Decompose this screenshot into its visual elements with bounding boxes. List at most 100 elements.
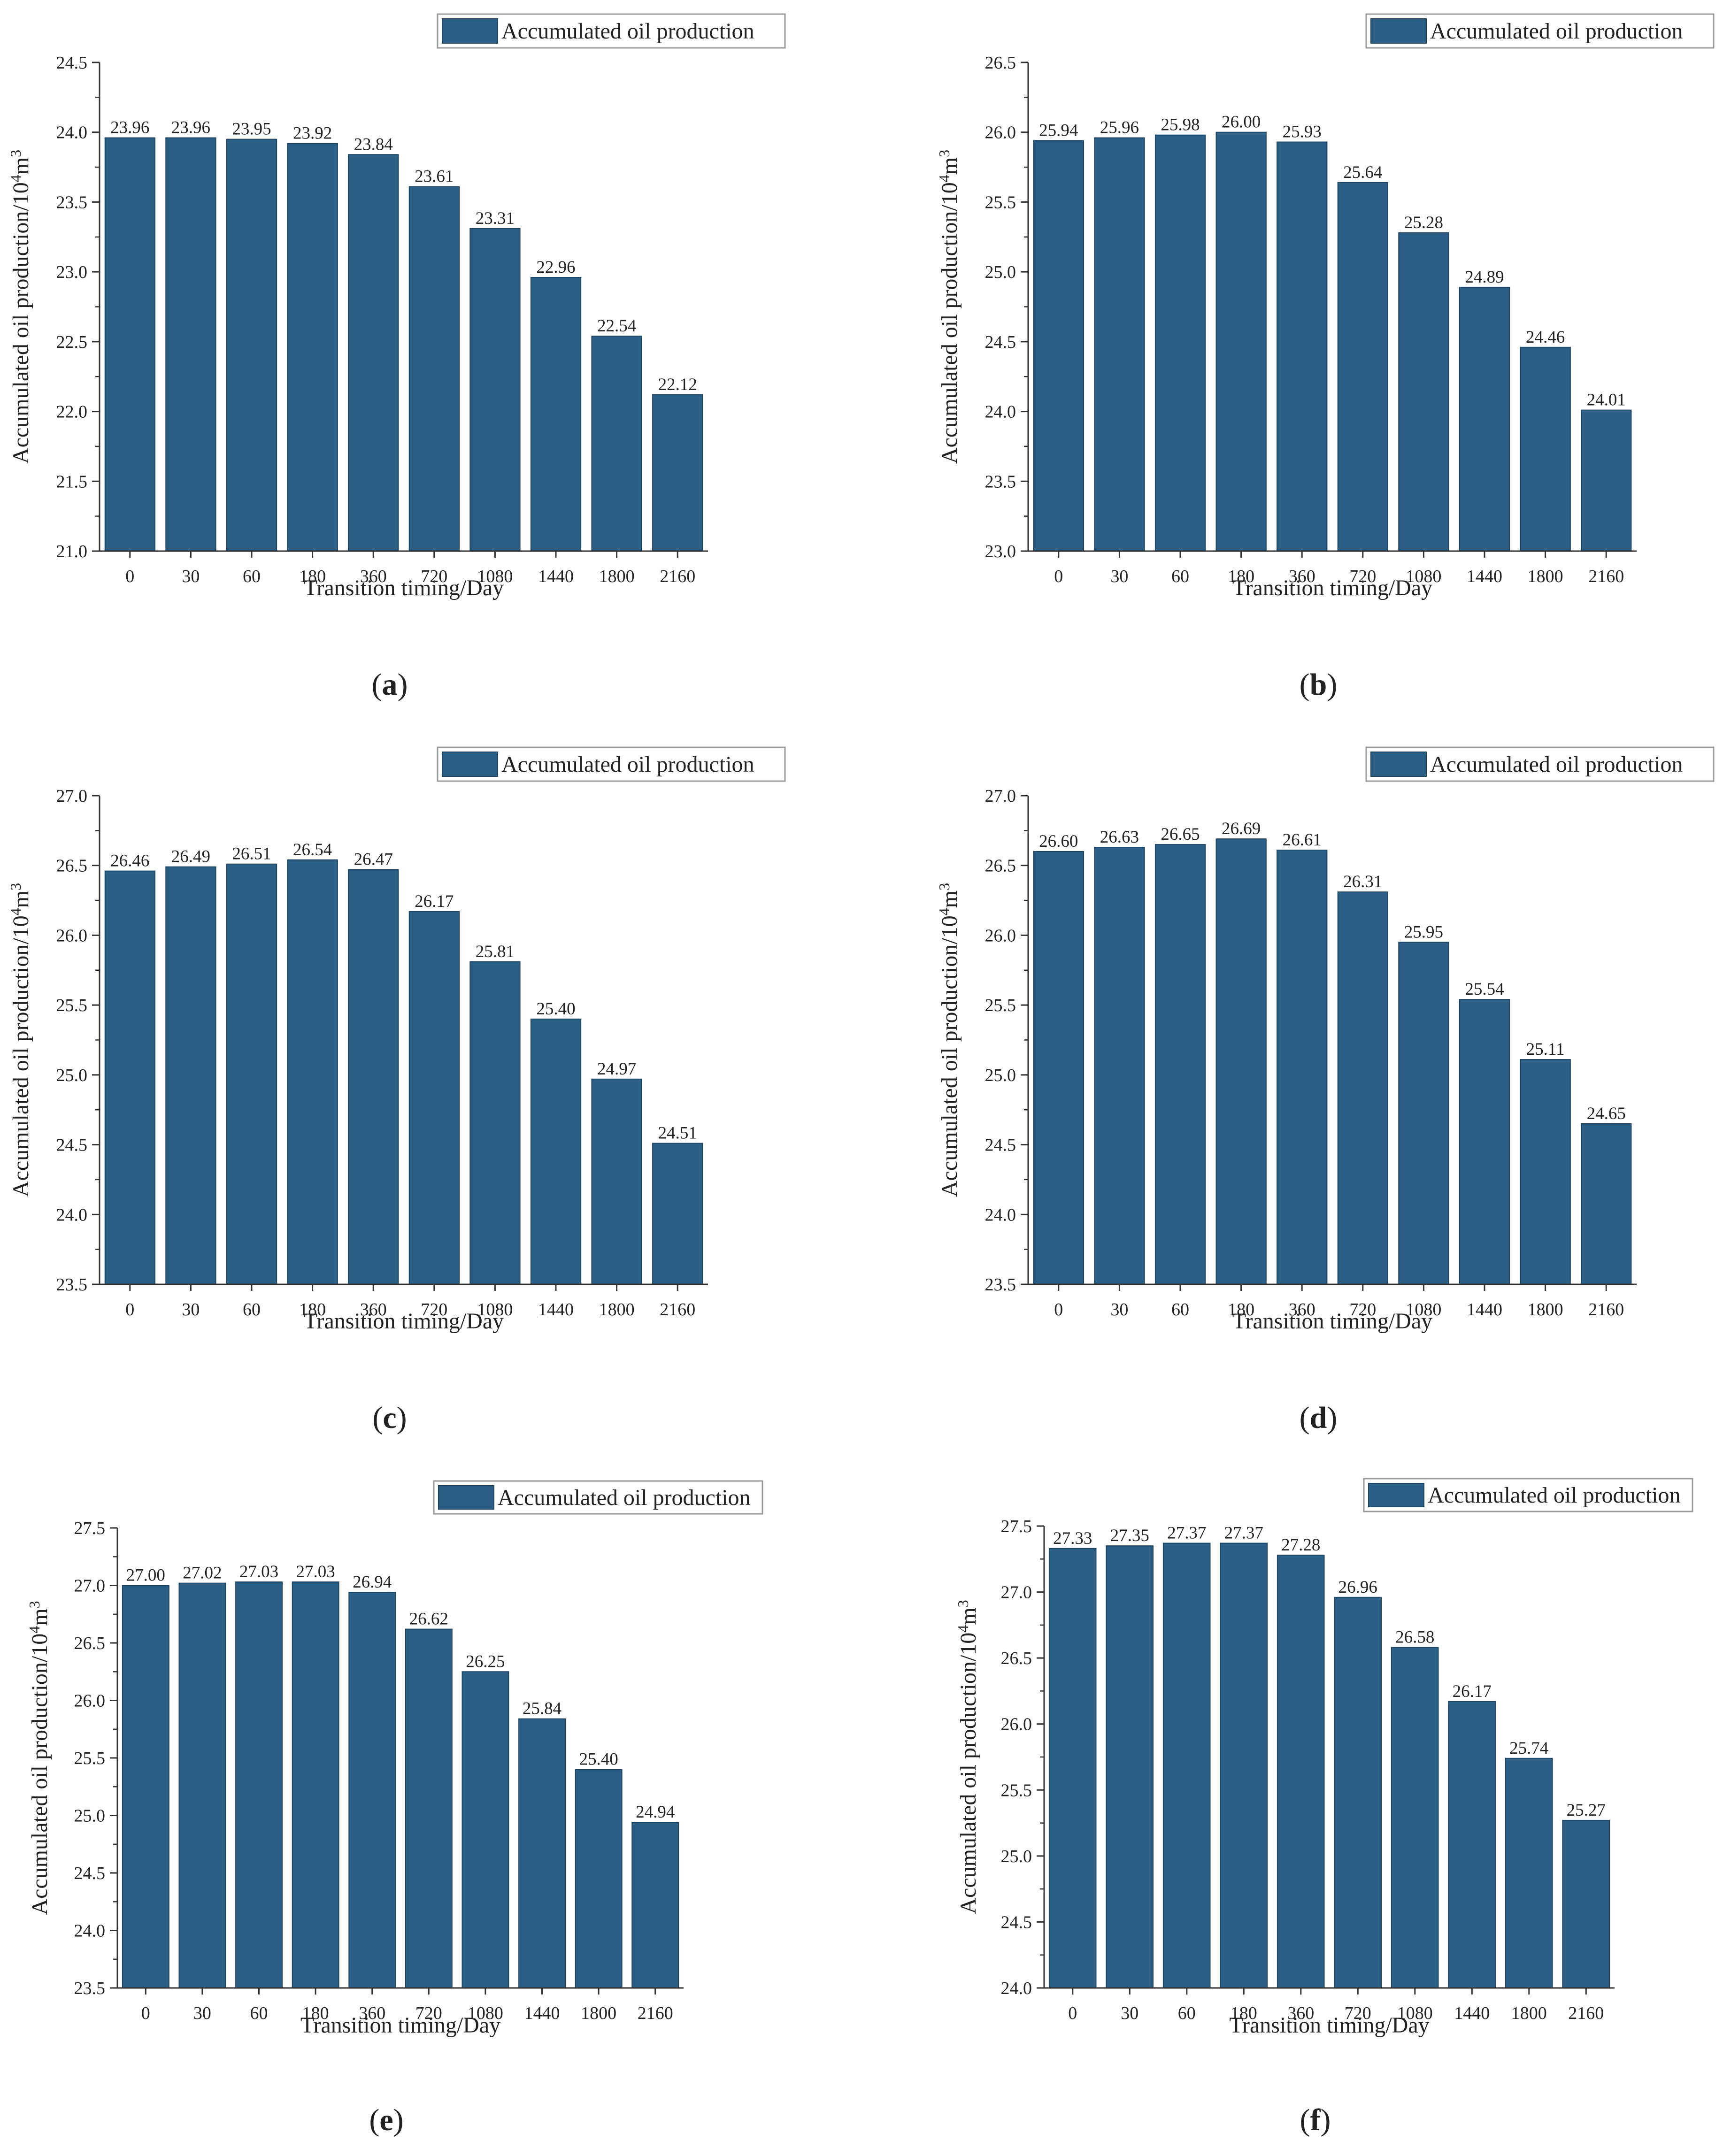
- x-tick-label: 1080: [1397, 2003, 1433, 2023]
- bar-60[interactable]: [1154, 134, 1206, 552]
- bar-0[interactable]: [122, 1585, 169, 1988]
- x-tick-label: 2160: [660, 1300, 695, 1320]
- bar-0[interactable]: [1048, 1548, 1097, 1989]
- bar-1080[interactable]: [469, 228, 521, 552]
- chart-panel-a: 23.96 0 23.96 30 23.95 60 23.92 180 23.84 360 23.6…: [7, 13, 786, 702]
- panel-label-close: ): [1327, 668, 1337, 702]
- bar-30[interactable]: [165, 137, 216, 552]
- panel-label-close: ): [1320, 2103, 1331, 2137]
- bar-360[interactable]: [348, 869, 399, 1285]
- bar-720[interactable]: [408, 186, 460, 552]
- bar-1440[interactable]: [530, 277, 582, 552]
- y-tick-label: 23.5: [56, 1275, 88, 1295]
- bar-2160[interactable]: [1581, 1123, 1632, 1285]
- bar-1440[interactable]: [518, 1718, 566, 1988]
- data-label: 23.84: [354, 135, 393, 154]
- bar-60[interactable]: [226, 863, 277, 1285]
- panel-label-letter: e: [379, 2103, 393, 2137]
- bar-180[interactable]: [287, 143, 338, 552]
- bar-2160[interactable]: [652, 1143, 703, 1285]
- bar-1440[interactable]: [1448, 1701, 1496, 1988]
- x-tick-label: 30: [182, 567, 200, 586]
- bar-30[interactable]: [178, 1582, 226, 1989]
- bar-2160[interactable]: [1581, 409, 1632, 552]
- bar-2160[interactable]: [652, 394, 703, 552]
- bar-60[interactable]: [226, 138, 277, 552]
- x-tick-label: 360: [359, 2003, 385, 2023]
- legend-swatch: [1370, 18, 1427, 44]
- legend-label: Accumulated oil production: [1430, 19, 1683, 44]
- bar-0[interactable]: [1033, 140, 1084, 552]
- y-tick-label: 24.5: [74, 1864, 106, 1883]
- bar-0[interactable]: [104, 137, 155, 552]
- x-tick-label: 60: [250, 2003, 268, 2023]
- bar-180[interactable]: [292, 1581, 339, 1989]
- bar-30[interactable]: [1094, 847, 1145, 1285]
- chart-panel-e: 27.00027.023027.036027.0318026.9436026.6…: [26, 1480, 763, 2137]
- y-tick-label: 21.0: [56, 542, 88, 561]
- bar-30[interactable]: [1094, 137, 1145, 552]
- x-tick-label: 30: [193, 2003, 211, 2023]
- bar-180[interactable]: [287, 859, 338, 1285]
- bar-30[interactable]: [165, 866, 216, 1285]
- bar-1080[interactable]: [1391, 1647, 1439, 1988]
- data-label: 23.96: [110, 118, 149, 138]
- bar-1080[interactable]: [1398, 942, 1449, 1285]
- bar-360[interactable]: [1277, 850, 1328, 1285]
- bar-1800[interactable]: [575, 1769, 623, 1988]
- bar-1080[interactable]: [469, 961, 521, 1285]
- bar-30[interactable]: [1106, 1545, 1154, 1988]
- bar-720[interactable]: [405, 1628, 453, 1989]
- x-tick-label: 720: [1349, 567, 1376, 586]
- data-label: 24.51: [658, 1124, 697, 1143]
- x-axis-title: Transition timing/Day: [304, 575, 504, 600]
- bar-1080[interactable]: [1398, 232, 1449, 552]
- bar-180[interactable]: [1215, 838, 1267, 1285]
- data-label: 25.11: [1526, 1040, 1565, 1059]
- bar-60[interactable]: [235, 1581, 283, 1989]
- legend-label: Accumulated oil production: [1430, 752, 1683, 777]
- x-tick-label: 180: [299, 567, 326, 586]
- x-tick-label: 0: [125, 567, 134, 586]
- bar-1800[interactable]: [1520, 1059, 1571, 1285]
- bar-60[interactable]: [1154, 844, 1206, 1285]
- bar-2160[interactable]: [631, 1822, 679, 1988]
- bar-1080[interactable]: [462, 1671, 509, 1989]
- data-label: 25.64: [1343, 163, 1382, 182]
- bar-720[interactable]: [1337, 891, 1388, 1285]
- bar-360[interactable]: [1277, 141, 1328, 552]
- data-label: 26.54: [293, 840, 332, 859]
- chart-panel-c: 26.46026.493026.516026.5418026.4736026.1…: [7, 746, 786, 1435]
- bar-720[interactable]: [1334, 1596, 1382, 1989]
- bar-1800[interactable]: [591, 1078, 642, 1285]
- bar-180[interactable]: [1220, 1542, 1268, 1988]
- bar-1440[interactable]: [530, 1018, 582, 1285]
- y-tick-label: 24.5: [985, 1136, 1016, 1155]
- bar-360[interactable]: [348, 1592, 396, 1988]
- data-label: 26.49: [171, 847, 210, 867]
- bar-180[interactable]: [1215, 131, 1267, 552]
- bar-720[interactable]: [1337, 182, 1388, 552]
- data-label: 26.51: [232, 844, 271, 864]
- bar-60[interactable]: [1162, 1542, 1211, 1988]
- bar-1440[interactable]: [1459, 286, 1510, 552]
- panel-label-letter: a: [382, 668, 398, 702]
- bar-1800[interactable]: [591, 336, 642, 552]
- data-label: 24.89: [1465, 268, 1504, 287]
- bar-360[interactable]: [1277, 1554, 1325, 1988]
- data-label: 27.37: [1224, 1524, 1263, 1543]
- bar-1800[interactable]: [1505, 1757, 1553, 1989]
- bar-0[interactable]: [104, 870, 155, 1285]
- bar-1800[interactable]: [1520, 346, 1571, 552]
- x-tick-label: 2160: [1588, 567, 1624, 586]
- x-axis-title: Transition timing/Day: [1232, 575, 1432, 600]
- x-tick-label: 180: [1231, 2003, 1257, 2023]
- bar-1440[interactable]: [1459, 999, 1510, 1285]
- bar-0[interactable]: [1033, 851, 1084, 1285]
- bar-360[interactable]: [348, 154, 399, 552]
- y-tick-label: 24.5: [1001, 1912, 1032, 1932]
- bar-2160[interactable]: [1562, 1819, 1610, 1988]
- data-label: 24.46: [1526, 328, 1565, 347]
- panel-label: (f): [1300, 2103, 1331, 2137]
- bar-720[interactable]: [408, 911, 460, 1285]
